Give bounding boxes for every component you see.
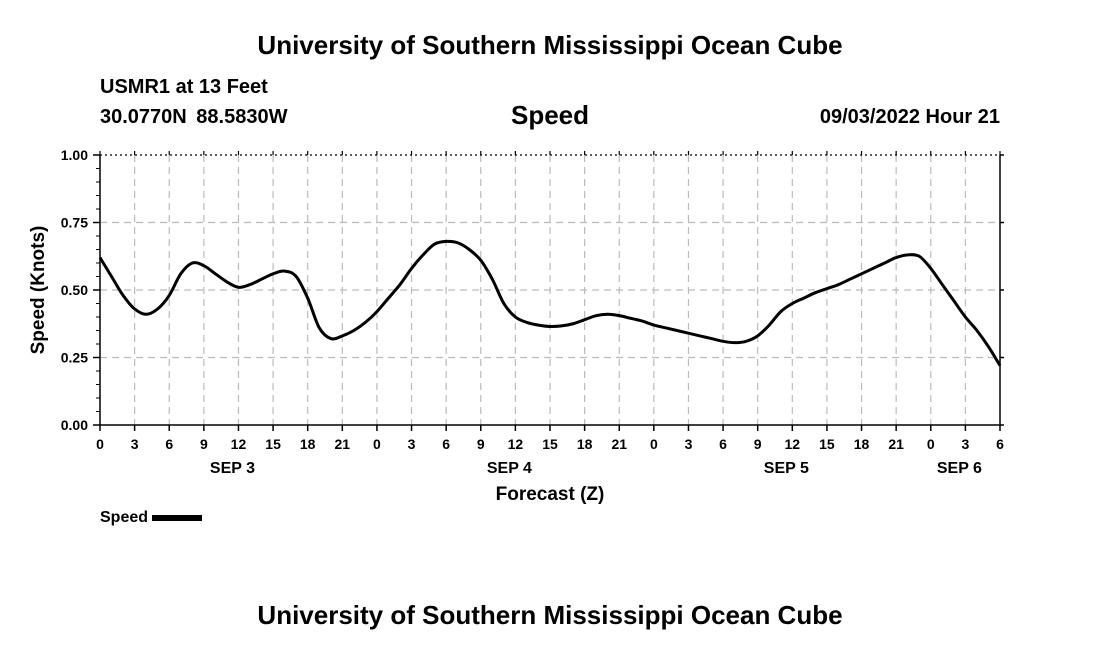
x-tick-label: 21 [335,436,351,452]
x-tick-label: 9 [200,436,208,452]
page-title: University of Southern Mississippi Ocean… [257,30,843,60]
x-tick-label: 0 [650,436,658,452]
x-tick-label: 0 [96,436,104,452]
x-tick-label: 15 [265,436,281,452]
x-tick-label: 0 [373,436,381,452]
x-tick-label: 12 [785,436,801,452]
y-tick-label: 0.50 [61,282,88,298]
x-tick-label: 12 [231,436,247,452]
station-coordinates: 30.0770N 88.5830W [100,106,288,128]
x-tick-label: 9 [754,436,762,452]
x-day-label: SEP 4 [487,460,532,477]
x-tick-label: 15 [819,436,835,452]
x-tick-label: 12 [508,436,524,452]
x-tick-label: 0 [927,436,935,452]
x-tick-label: 6 [719,436,727,452]
x-tick-label: 21 [888,436,904,452]
x-tick-label: 21 [611,436,627,452]
x-tick-label: 6 [996,436,1004,452]
y-axis-title: Speed (Knots) [28,226,49,355]
x-day-label: SEP 5 [764,460,809,477]
x-day-label: SEP 6 [937,460,982,477]
y-tick-label: 0.25 [61,350,88,366]
x-tick-label: 18 [577,436,593,452]
x-tick-label: 6 [442,436,450,452]
chart-title: Speed [510,100,590,130]
speed-chart: 0.00 0.25 0.50 0.75 1.00 0 3 6 9 12 15 18 21 0 3 6 9 12 15… [28,147,1004,505]
y-tick-label: 0.75 [61,215,88,231]
x-day-label: SEP 3 [210,460,255,477]
forecast-datetime: 09/03/2022 Hour 21 [819,106,1000,128]
y-tick-label: 1.00 [61,147,88,163]
legend-label: Speed [100,509,149,526]
x-tick-label: 9 [477,436,485,452]
footer-title: University of Southern Mississippi Ocean… [257,600,843,630]
series-line-speed [98,239,1002,367]
x-tick-label: 3 [961,436,969,452]
x-tick-label: 6 [165,436,173,452]
legend: Speed [100,509,203,527]
x-tick-label: 3 [685,436,693,452]
x-tick-label: 15 [542,436,558,452]
x-axis-title: Forecast (Z) [496,484,605,505]
legend-swatch [152,515,203,521]
x-tick-label: 3 [408,436,416,452]
y-tick-label: 0.00 [61,417,88,433]
x-tick-label: 18 [854,436,870,452]
x-tick-label: 3 [131,436,139,452]
station-name: USMR1 at 13 Feet [100,76,268,98]
x-tick-label: 18 [300,436,316,452]
